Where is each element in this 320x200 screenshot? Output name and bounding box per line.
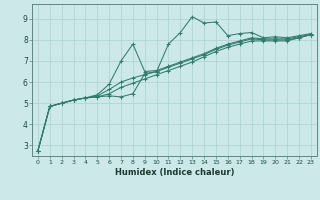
X-axis label: Humidex (Indice chaleur): Humidex (Indice chaleur) — [115, 168, 234, 177]
